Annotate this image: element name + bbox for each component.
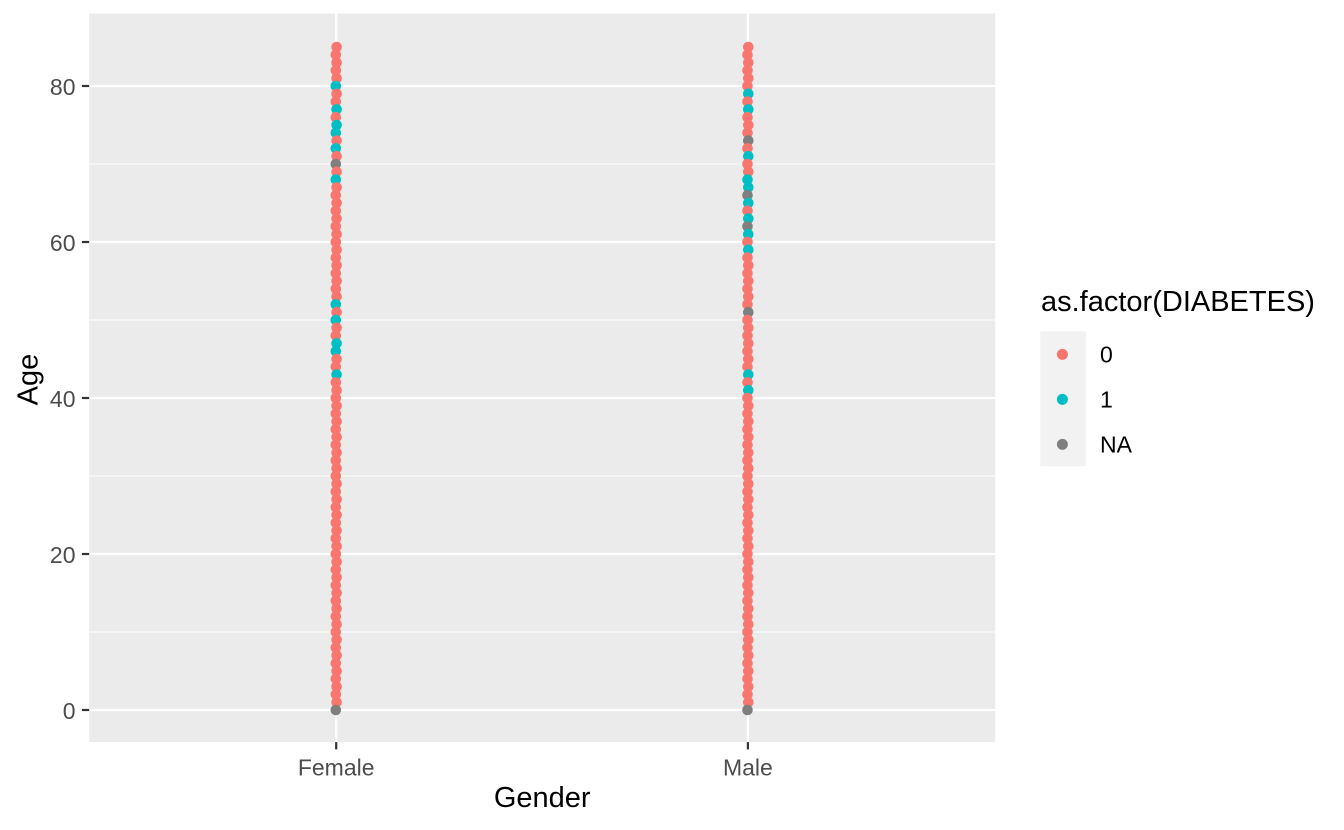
svg-text:Male: Male — [723, 755, 773, 781]
svg-text:Gender: Gender — [494, 782, 591, 814]
svg-text:40: 40 — [50, 386, 76, 412]
svg-text:Age: Age — [13, 354, 45, 406]
svg-text:as.factor(DIABETES): as.factor(DIABETES) — [1041, 286, 1315, 318]
svg-text:0: 0 — [1100, 341, 1113, 367]
svg-text:80: 80 — [50, 74, 76, 100]
svg-text:20: 20 — [50, 542, 76, 568]
svg-text:60: 60 — [50, 230, 76, 256]
svg-text:0: 0 — [63, 698, 76, 724]
svg-text:NA: NA — [1100, 431, 1133, 457]
svg-text:Female: Female — [298, 755, 375, 781]
svg-text:1: 1 — [1100, 386, 1113, 412]
